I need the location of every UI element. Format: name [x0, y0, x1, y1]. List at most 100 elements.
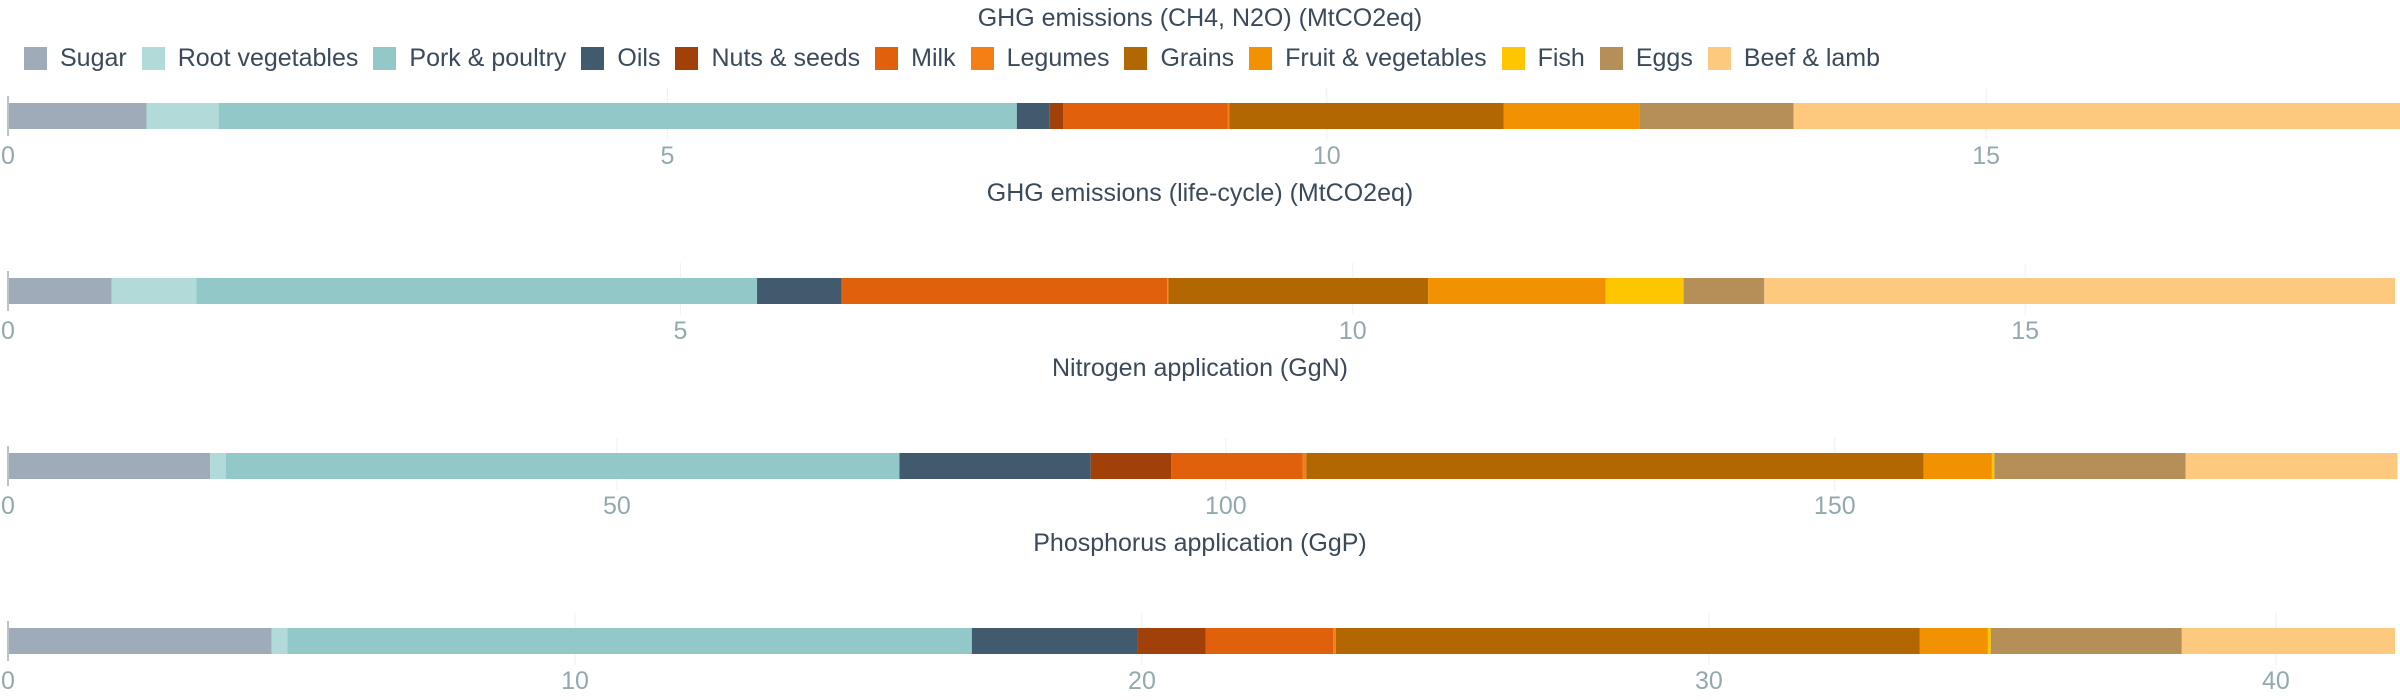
legend-label: Grains	[1160, 43, 1235, 72]
bar-segment	[8, 453, 211, 479]
bar-segment	[757, 278, 842, 304]
bar-segment	[1605, 278, 1684, 304]
bar-segment	[1919, 628, 1988, 654]
bar-segment	[1090, 453, 1172, 479]
bar-segment	[1333, 628, 1336, 654]
tick-label: 5	[673, 317, 687, 345]
tick-label: 100	[1205, 492, 1247, 520]
bar-segment	[1306, 453, 1924, 479]
legend-item[interactable]: Eggs	[1599, 43, 1693, 73]
legend-label: Fruit & vegetables	[1285, 43, 1487, 72]
bar-segment	[841, 278, 1168, 304]
legend-label: Root vegetables	[177, 43, 359, 72]
bar-segment	[2181, 628, 2395, 654]
legend-item[interactable]: Beef & lamb	[1707, 43, 1881, 73]
bar-segment	[1987, 628, 1991, 654]
legend-label: Beef & lamb	[1743, 43, 1881, 72]
tick-label: 40	[2262, 667, 2290, 695]
tick-label: 30	[1695, 667, 1723, 695]
legend-item[interactable]: Sugar	[24, 44, 127, 73]
bar-segment	[1227, 103, 1230, 129]
bar-segment	[1994, 453, 2186, 479]
bar-segment	[1683, 278, 1765, 304]
bar-segment	[271, 628, 288, 654]
legend-label: Nuts & seeds	[711, 43, 861, 72]
tick-label: 0	[1, 667, 15, 695]
legend-swatch	[1501, 46, 1525, 70]
bar-segment	[1063, 103, 1228, 129]
bar-segment	[225, 453, 900, 479]
bar-segment	[1764, 278, 2395, 304]
legend-swatch	[1599, 46, 1623, 70]
bar-segment	[1503, 103, 1640, 129]
legend-swatch	[24, 46, 47, 70]
bar-segment	[1302, 453, 1307, 479]
bar-segment	[287, 628, 972, 654]
bar-segment	[899, 453, 1091, 479]
legend-item[interactable]: Oils	[581, 44, 660, 73]
tick-label: 20	[1128, 667, 1156, 695]
legend-item[interactable]: Fish	[1501, 43, 1585, 73]
legend-item[interactable]: Legumes	[970, 43, 1110, 73]
bar-segment	[1049, 103, 1064, 129]
legend-label: Oils	[617, 43, 661, 72]
bar-segment	[146, 103, 220, 129]
bar-segment	[1168, 278, 1429, 304]
legend-label: Milk	[911, 43, 956, 72]
legend-swatch	[1124, 46, 1148, 70]
bar-segment	[111, 278, 197, 304]
bar-segment	[1137, 628, 1206, 654]
bar-segment	[1990, 628, 2182, 654]
chart-title: Phosphorus application (GgP)	[1033, 529, 1367, 557]
legend-item[interactable]: Grains	[1124, 44, 1234, 73]
legend-label: Legumes	[1006, 43, 1110, 72]
bar-segment	[8, 628, 272, 654]
bar-segment	[210, 453, 226, 479]
tick-label: 10	[1313, 142, 1341, 170]
bar-segment	[971, 628, 1138, 654]
bar-segment	[1335, 628, 1920, 654]
chart-title: Nitrogen application (GgN)	[1052, 354, 1348, 382]
legend-item[interactable]: Root vegetables	[141, 43, 359, 73]
tick-label: 10	[561, 667, 589, 695]
bar-segment	[1991, 453, 1995, 479]
tick-label: 0	[1, 142, 15, 170]
bar-segment	[1016, 103, 1050, 129]
legend-label: Fish	[1537, 43, 1585, 72]
legend-item[interactable]: Fruit & vegetables	[1249, 44, 1487, 73]
bar-segment	[1428, 278, 1606, 304]
bar-segment	[1229, 103, 1504, 129]
tick-label: 150	[1814, 492, 1856, 520]
legend-item[interactable]: Nuts & seeds	[675, 44, 860, 73]
legend-swatch	[875, 46, 899, 70]
tick-label: 15	[1972, 142, 2000, 170]
legend-item[interactable]: Milk	[875, 43, 956, 73]
bar-segment	[1923, 453, 1992, 479]
legend-swatch	[373, 46, 397, 70]
chart-panel: GHG emissions (life-cycle) (MtCO2eq) 0 5 10…	[1, 179, 2395, 345]
chart-panel: Phosphorus application (GgP) 0 10 20 30 40	[1, 529, 2395, 695]
bar-segment	[196, 278, 758, 304]
bar-segment	[1793, 103, 2400, 129]
bar-segment	[1167, 278, 1169, 304]
legend-swatch	[141, 46, 165, 70]
tick-label: 50	[603, 492, 631, 520]
chart-title: GHG emissions (life-cycle) (MtCO2eq)	[987, 179, 1413, 207]
bar-segment	[1171, 453, 1303, 479]
legend-swatch	[581, 46, 605, 70]
legend-label: Sugar	[60, 43, 127, 72]
chart-panel: Nitrogen application (GgN) 0 50 100 150	[1, 354, 2398, 520]
tick-label: 10	[1339, 317, 1367, 345]
tick-label: 0	[1, 492, 15, 520]
legend-swatch	[1707, 46, 1731, 70]
bar-segment	[219, 103, 1017, 129]
chart-legend: Sugar Root vegetables Pork & poultry Oils Nu…	[24, 40, 1895, 76]
legend-label: Eggs	[1635, 43, 1693, 72]
bar-segment	[8, 278, 112, 304]
legend-item[interactable]: Pork & poultry	[373, 44, 566, 73]
bar-segment	[1205, 628, 1334, 654]
chart-panel: GHG emissions (CH4, N2O) (MtCO2eq) 0 5 10 15	[1, 4, 2400, 170]
legend-label: Pork & poultry	[409, 43, 567, 72]
bar-segment	[1639, 103, 1794, 129]
